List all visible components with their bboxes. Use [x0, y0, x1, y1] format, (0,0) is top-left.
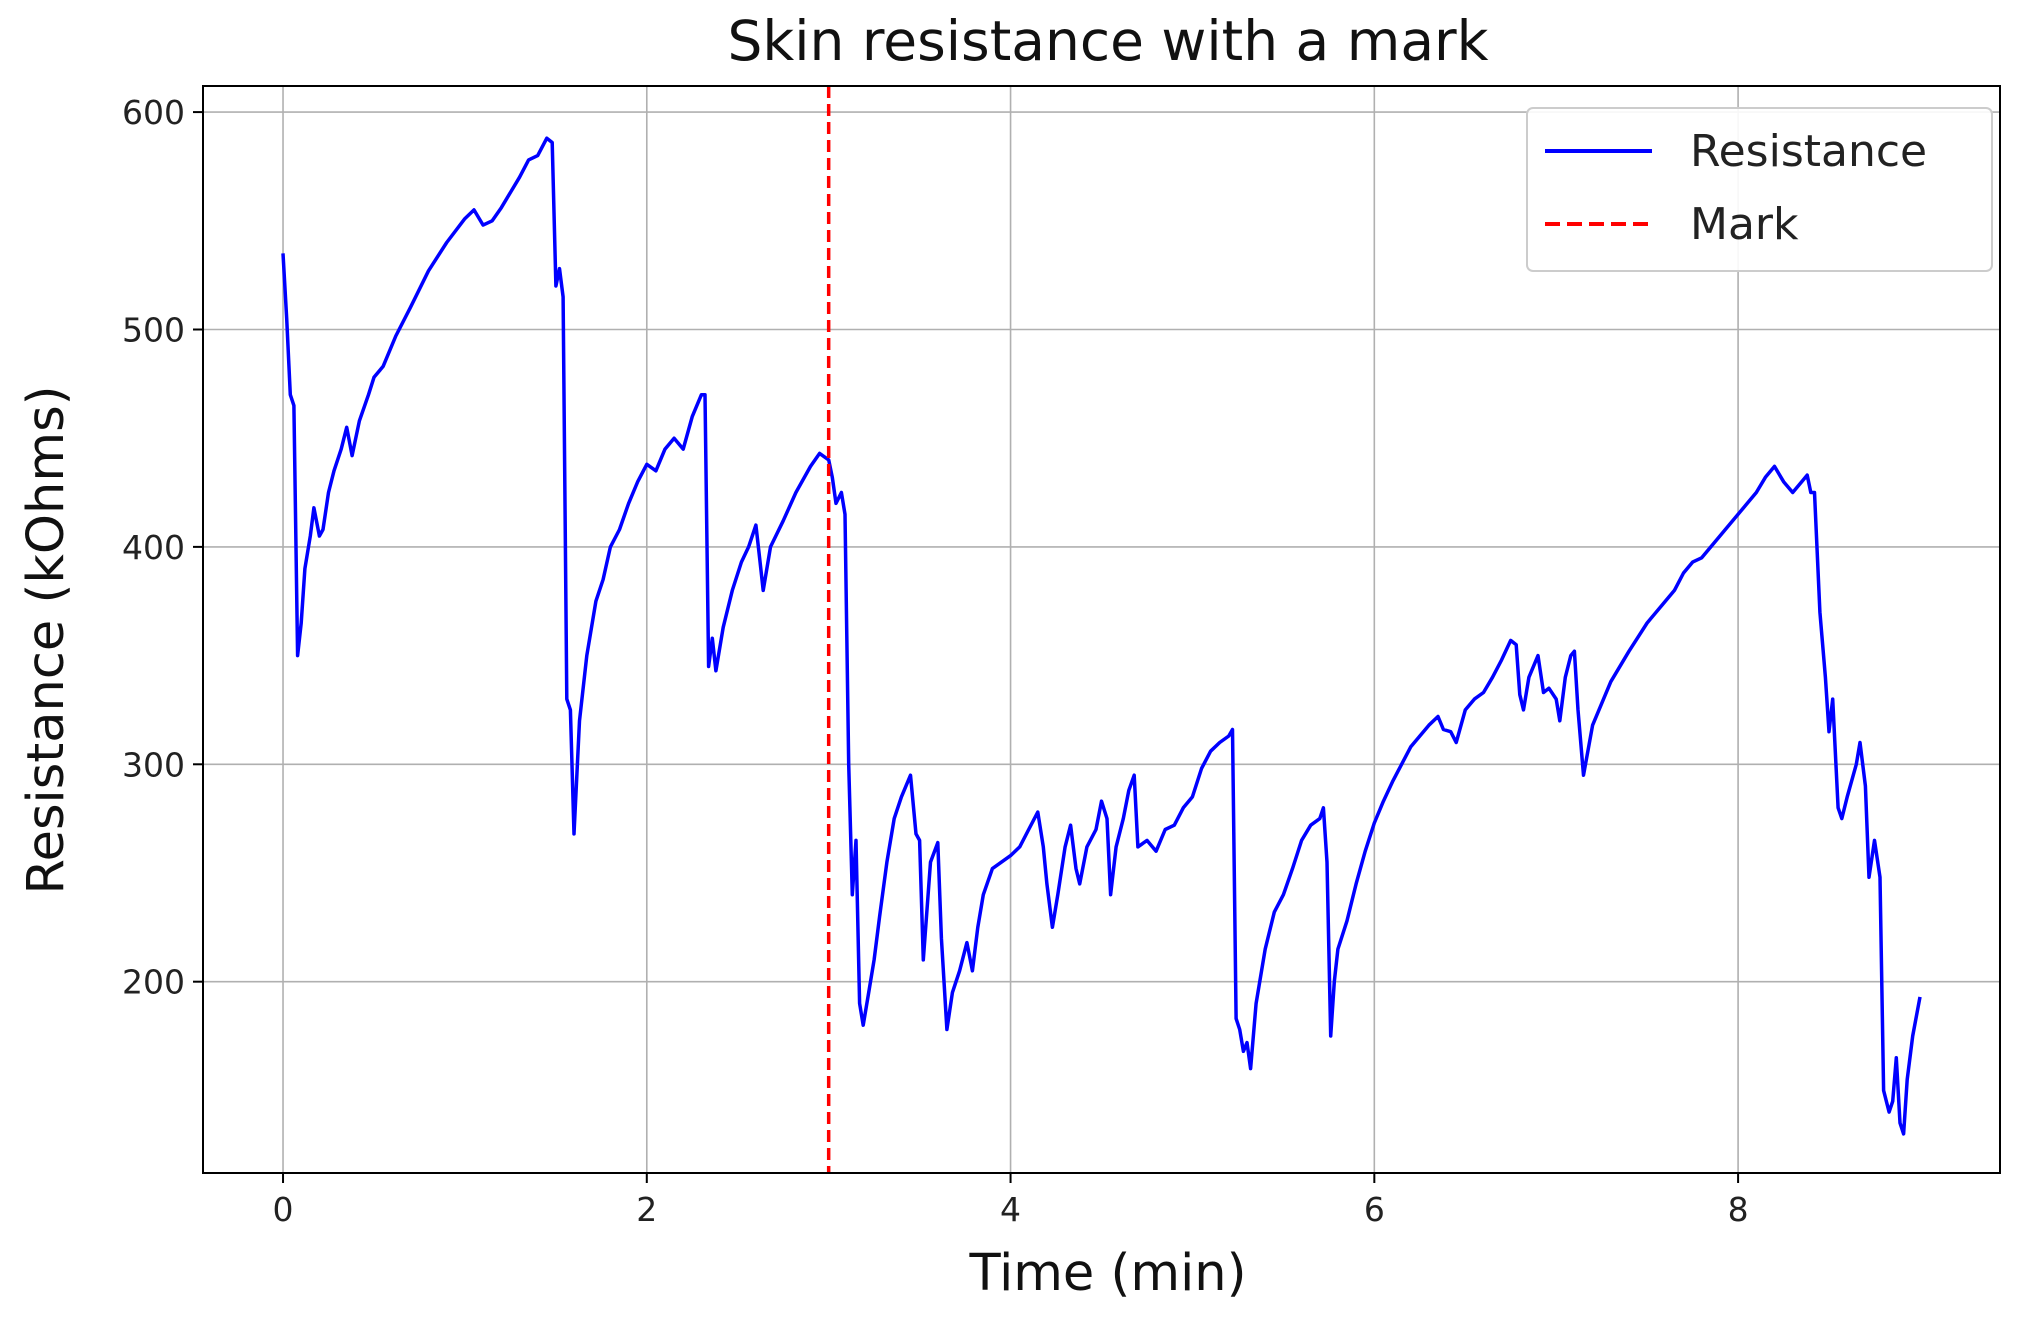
- legend-box: [1526, 107, 1993, 272]
- y-tick-label: 400: [122, 528, 185, 567]
- x-axis-label: Time (min): [969, 1244, 1247, 1303]
- series: [281, 86, 1922, 1173]
- plot-frame: [202, 85, 2001, 1174]
- y-tick-label: 200: [122, 963, 185, 1002]
- legend-label-resistance: Resistance: [1690, 126, 1927, 177]
- legend: Resistance Mark: [1526, 107, 1993, 272]
- x-tick-label: 2: [636, 1190, 657, 1229]
- y-tick-label: 300: [122, 745, 185, 784]
- ticks: 0 2 4 6 8 200 300 400 500 600: [122, 93, 1749, 1229]
- y-axis-label: Resistance (kOhms): [17, 385, 76, 894]
- x-tick-label: 4: [1000, 1190, 1021, 1229]
- x-tick-label: 0: [273, 1190, 294, 1229]
- x-tick-label: 6: [1364, 1190, 1385, 1229]
- legend-label-mark: Mark: [1690, 199, 1799, 250]
- chart-title: Skin resistance with a mark: [727, 9, 1488, 73]
- y-tick-label: 500: [122, 310, 185, 349]
- y-tick-label: 600: [122, 93, 185, 132]
- x-tick-label: 8: [1728, 1190, 1749, 1229]
- series-line-resistance: [281, 136, 1922, 1136]
